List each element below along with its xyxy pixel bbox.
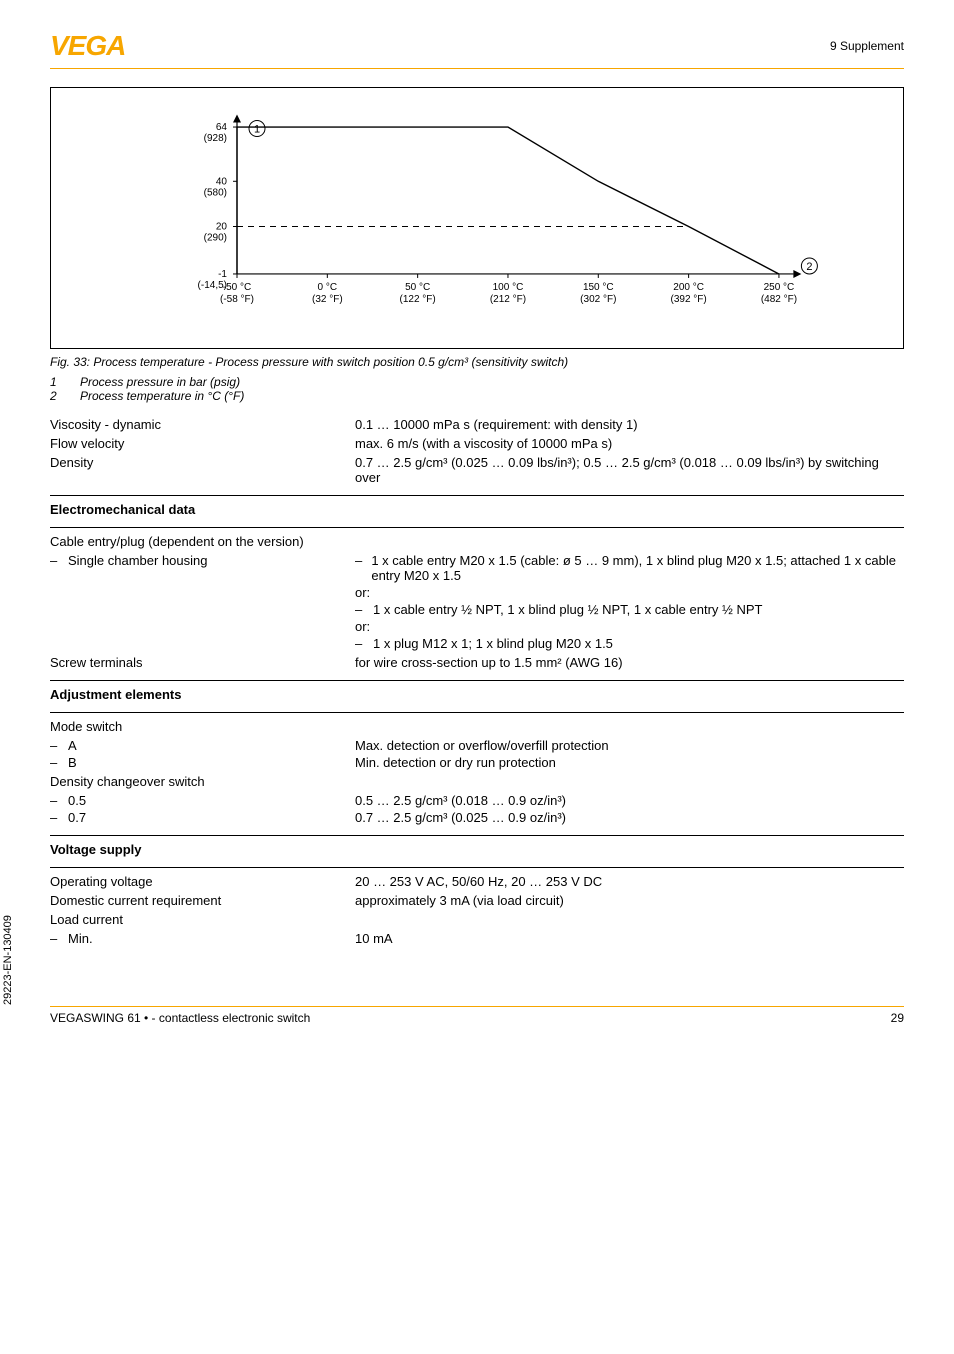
svg-text:(122 °F): (122 °F) (400, 294, 436, 305)
svg-text:20: 20 (216, 221, 228, 232)
kv-val: 0.1 … 10000 mPa s (requirement: with den… (355, 417, 904, 432)
svg-text:(392 °F): (392 °F) (670, 294, 706, 305)
logo: VEGA (50, 30, 125, 62)
kv-row: Viscosity - dynamic 0.1 … 10000 mPa s (r… (50, 417, 904, 432)
or-text: or: (355, 585, 904, 600)
legend-num: 2 (50, 389, 64, 403)
svg-text:250 °C: 250 °C (764, 282, 795, 293)
density-switch-heading: Density changeover switch (50, 774, 904, 789)
dash-icon: – (355, 636, 367, 651)
dash-icon: – (355, 553, 365, 583)
kv-val: for wire cross-section up to 1.5 mm² (AW… (355, 655, 904, 670)
single-chamber-label: Single chamber housing (68, 553, 207, 568)
dash-icon: – (50, 931, 62, 946)
dash-icon: – (50, 810, 62, 825)
figure-caption: Fig. 33: Process temperature - Process p… (50, 355, 904, 369)
doc-id-vertical: 29223-EN-130409 (2, 915, 14, 1005)
svg-text:(32 °F): (32 °F) (312, 294, 343, 305)
kv-val: 0.7 … 2.5 g/cm³ (0.025 … 0.09 lbs/in³); … (355, 455, 904, 485)
kv-row: Flow velocity max. 6 m/s (with a viscosi… (50, 436, 904, 451)
legend-text: Process temperature in °C (°F) (80, 389, 244, 403)
density-07-row: –0.7 0.7 … 2.5 g/cm³ (0.025 … 0.9 oz/in³… (50, 810, 904, 825)
svg-text:0 °C: 0 °C (318, 282, 338, 293)
kv-row: Density 0.7 … 2.5 g/cm³ (0.025 … 0.09 lb… (50, 455, 904, 485)
load-current-heading: Load current (50, 912, 904, 927)
kv-key: Density (50, 455, 355, 485)
svg-text:50 °C: 50 °C (405, 282, 430, 293)
mode-b-row: –B Min. detection or dry run protection (50, 755, 904, 770)
chart-container: -50 °C(-58 °F) 0 °C(32 °F) 50 °C(122 °F) 10… (50, 87, 904, 349)
kv-key: Viscosity - dynamic (50, 417, 355, 432)
mode-a-label: A (68, 738, 77, 753)
density-05-row: –0.5 0.5 … 2.5 g/cm³ (0.018 … 0.9 oz/in³… (50, 793, 904, 808)
svg-text:100 °C: 100 °C (493, 282, 524, 293)
kv-row: Operating voltage 20 … 253 V AC, 50/60 H… (50, 874, 904, 889)
svg-text:(290): (290) (204, 232, 227, 243)
mode-a-row: –A Max. detection or overflow/overfill p… (50, 738, 904, 753)
min-val: 10 mA (355, 931, 904, 946)
kv-val: 20 … 253 V AC, 50/60 Hz, 20 … 253 V DC (355, 874, 904, 889)
dash-icon: – (355, 602, 367, 617)
section-title-electro: Electromechanical data (50, 502, 904, 517)
option-text: 1 x plug M12 x 1; 1 x blind plug M20 x 1… (373, 636, 613, 651)
svg-text:2: 2 (806, 261, 812, 273)
density-07-val: 0.7 … 2.5 g/cm³ (0.025 … 0.9 oz/in³) (355, 810, 904, 825)
mode-switch-heading: Mode switch (50, 719, 904, 734)
footer-left: VEGASWING 61 • - contactless electronic … (50, 1011, 310, 1025)
svg-text:1: 1 (254, 124, 260, 136)
mode-a-val: Max. detection or overflow/overfill prot… (355, 738, 904, 753)
svg-text:-50 °C: -50 °C (223, 282, 251, 293)
svg-text:(580): (580) (204, 187, 227, 198)
footer-page-number: 29 (891, 1011, 904, 1025)
kv-val: approximately 3 mA (via load circuit) (355, 893, 904, 908)
svg-text:(-58 °F): (-58 °F) (220, 294, 254, 305)
min-row: –Min. 10 mA (50, 931, 904, 946)
process-chart: -50 °C(-58 °F) 0 °C(32 °F) 50 °C(122 °F) 10… (117, 98, 837, 338)
kv-key: Screw terminals (50, 655, 355, 670)
dash-icon: – (50, 738, 62, 753)
svg-text:64: 64 (216, 122, 228, 133)
legend-num: 1 (50, 375, 64, 389)
figure-legend: 1 Process pressure in bar (psig) 2 Process… (50, 375, 904, 403)
svg-text:150 °C: 150 °C (583, 282, 614, 293)
page-footer: VEGASWING 61 • - contactless electronic … (50, 1006, 904, 1025)
or-text: or: (355, 619, 904, 634)
kv-val: max. 6 m/s (with a viscosity of 10000 mP… (355, 436, 904, 451)
density-07-label: 0.7 (68, 810, 86, 825)
kv-row: Screw terminals for wire cross-section u… (50, 655, 904, 670)
svg-text:(302 °F): (302 °F) (580, 294, 616, 305)
svg-text:200 °C: 200 °C (673, 282, 704, 293)
kv-key: Domestic current requirement (50, 893, 355, 908)
legend-text: Process pressure in bar (psig) (80, 375, 240, 389)
svg-text:(482 °F): (482 °F) (761, 294, 797, 305)
svg-text:-1: -1 (218, 269, 227, 280)
section-title-voltage: Voltage supply (50, 842, 904, 857)
svg-text:(-14,5): (-14,5) (198, 280, 227, 291)
mode-b-val: Min. detection or dry run protection (355, 755, 904, 770)
svg-text:(928): (928) (204, 133, 227, 144)
dash-icon: – (50, 755, 62, 770)
header-section-label: 9 Supplement (830, 39, 904, 53)
kv-key: Flow velocity (50, 436, 355, 451)
option-text: 1 x cable entry ½ NPT, 1 x blind plug ½ … (373, 602, 762, 617)
kv-row: Domestic current requirement approximate… (50, 893, 904, 908)
single-chamber-row: – Single chamber housing –1 x cable entr… (50, 553, 904, 653)
density-05-val: 0.5 … 2.5 g/cm³ (0.018 … 0.9 oz/in³) (355, 793, 904, 808)
svg-text:(212 °F): (212 °F) (490, 294, 526, 305)
dash-icon: – (50, 793, 62, 808)
kv-key: Operating voltage (50, 874, 355, 889)
page-header: VEGA 9 Supplement (50, 30, 904, 69)
option-text: 1 x cable entry M20 x 1.5 (cable: ø 5 … … (371, 553, 904, 583)
mode-b-label: B (68, 755, 77, 770)
cable-entry-heading: Cable entry/plug (dependent on the versi… (50, 534, 904, 549)
section-title-adjust: Adjustment elements (50, 687, 904, 702)
dash-icon: – (50, 553, 62, 568)
density-05-label: 0.5 (68, 793, 86, 808)
min-label: Min. (68, 931, 93, 946)
svg-text:40: 40 (216, 176, 228, 187)
